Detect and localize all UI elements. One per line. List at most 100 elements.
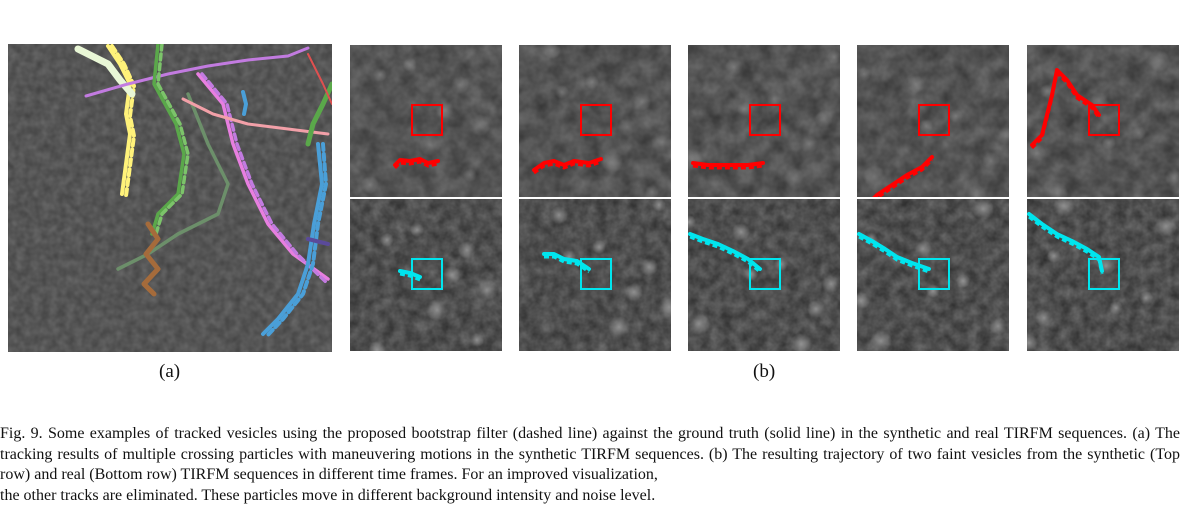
vesicle-spot xyxy=(476,279,498,301)
vesicle-spot xyxy=(688,215,696,229)
estimated-track-dashed xyxy=(875,158,934,197)
ground-truth-track xyxy=(691,161,765,167)
vesicle-spot xyxy=(972,199,994,220)
track-green xyxy=(150,44,186,236)
vesicle-spot xyxy=(956,274,970,288)
tile-bottom-1 xyxy=(350,199,502,351)
vesicle-spot xyxy=(380,233,394,247)
target-box xyxy=(411,104,443,136)
tile-top-2 xyxy=(519,45,671,197)
vesicle-spot xyxy=(982,152,1000,170)
track-purple xyxy=(84,46,310,98)
estimated-track-dashed xyxy=(399,272,421,282)
estimated-track-dashed xyxy=(858,235,930,274)
vesicle-spot xyxy=(633,93,651,111)
vesicle-spot xyxy=(1102,136,1116,150)
track-magenta xyxy=(196,72,330,281)
ground-truth-track xyxy=(1027,212,1104,273)
vesicle-spot xyxy=(652,199,666,212)
vesicle-spot xyxy=(857,292,870,310)
estimated-track-dashed xyxy=(1030,69,1101,150)
vesicle-spot xyxy=(640,258,658,276)
panel-a-label: (a) xyxy=(159,361,181,382)
vesicle-spot xyxy=(403,58,417,72)
vesicle-spot xyxy=(1109,301,1123,315)
vesicle-spot xyxy=(1028,144,1046,162)
vesicle-spot xyxy=(965,185,987,197)
vesicle-spot xyxy=(1035,309,1053,327)
vesicle-spot xyxy=(1053,199,1075,217)
vesicle-spot xyxy=(989,317,1007,335)
target-box xyxy=(580,104,612,136)
vesicle-spot xyxy=(1155,215,1177,237)
caption-line-1: Fig. 9. Some examples of tracked vesicle… xyxy=(0,425,1180,483)
panel-b-label: (b) xyxy=(753,361,776,382)
ground-truth-track xyxy=(532,157,603,172)
vesicle-spot xyxy=(410,223,424,237)
vesicle-spot xyxy=(550,206,568,224)
vesicle-spot xyxy=(997,127,1009,145)
vesicle-spot xyxy=(419,134,441,156)
vesicle-spot xyxy=(443,266,461,284)
estimated-track-dashed xyxy=(692,164,764,170)
ground-truth-track xyxy=(1030,68,1101,147)
tile-bottom-4 xyxy=(857,199,1009,351)
vesicle-spot xyxy=(767,92,781,106)
vesicle-spot xyxy=(585,75,599,89)
target-box xyxy=(749,104,781,136)
tile-bottom-2 xyxy=(519,199,671,351)
track-right-red xyxy=(307,53,332,105)
vesicle-spot xyxy=(914,240,932,258)
vesicle-spot xyxy=(737,102,751,116)
vesicle-spot xyxy=(426,299,448,321)
vesicle-spot xyxy=(555,85,569,99)
target-box xyxy=(749,258,781,290)
figure-caption: Fig. 9. Some examples of tracked vesicle… xyxy=(0,424,1180,506)
vesicle-spot xyxy=(618,118,636,136)
panel-a-image xyxy=(8,44,332,352)
track-pink xyxy=(181,97,330,136)
tile-bottom-5 xyxy=(1027,199,1179,351)
vesicle-spot xyxy=(368,341,386,351)
vesicle-spot xyxy=(373,68,387,82)
vesicle-spot xyxy=(451,76,469,94)
track-violet xyxy=(306,237,330,246)
vesicle-spot xyxy=(651,131,671,153)
vesicle-spot xyxy=(601,151,623,173)
track-magenta-dashed xyxy=(200,72,330,286)
vesicle-spot xyxy=(470,333,484,347)
ground-truth-track xyxy=(872,155,934,197)
vesicle-spot xyxy=(790,333,812,351)
target-box xyxy=(1088,258,1120,290)
vesicle-spot xyxy=(870,330,892,351)
tile-top-4 xyxy=(857,45,1009,197)
target-box xyxy=(1088,104,1120,136)
vesicle-spot xyxy=(827,50,840,64)
tile-top-1 xyxy=(350,45,502,197)
vesicle-spot xyxy=(807,300,825,318)
vesicle-spot xyxy=(658,296,671,318)
tile-top-3 xyxy=(688,45,840,197)
ground-truth-track xyxy=(393,157,440,167)
track-blue-small xyxy=(241,90,248,116)
vesicle-spot xyxy=(361,176,379,194)
vesicle-spot xyxy=(907,75,925,93)
track-blue xyxy=(261,142,324,336)
vesicle-spot xyxy=(1132,126,1146,140)
vesicle-spot xyxy=(815,110,833,128)
vesicle-spot xyxy=(725,58,743,76)
vesicle-spot xyxy=(800,135,818,153)
vesicle-spot xyxy=(1148,50,1170,72)
target-box xyxy=(411,258,443,290)
vesicle-spot xyxy=(949,109,963,123)
track-yellow xyxy=(106,44,132,196)
vesicle-spot xyxy=(919,119,933,133)
target-box xyxy=(918,258,950,290)
vesicle-spot xyxy=(863,165,885,187)
track-green-dashed xyxy=(154,44,190,236)
vesicle-spot xyxy=(688,313,710,335)
track-brown xyxy=(141,221,161,297)
target-box xyxy=(918,104,950,136)
estimated-track-dashed xyxy=(533,160,602,175)
vesicle-spot xyxy=(1165,169,1179,187)
